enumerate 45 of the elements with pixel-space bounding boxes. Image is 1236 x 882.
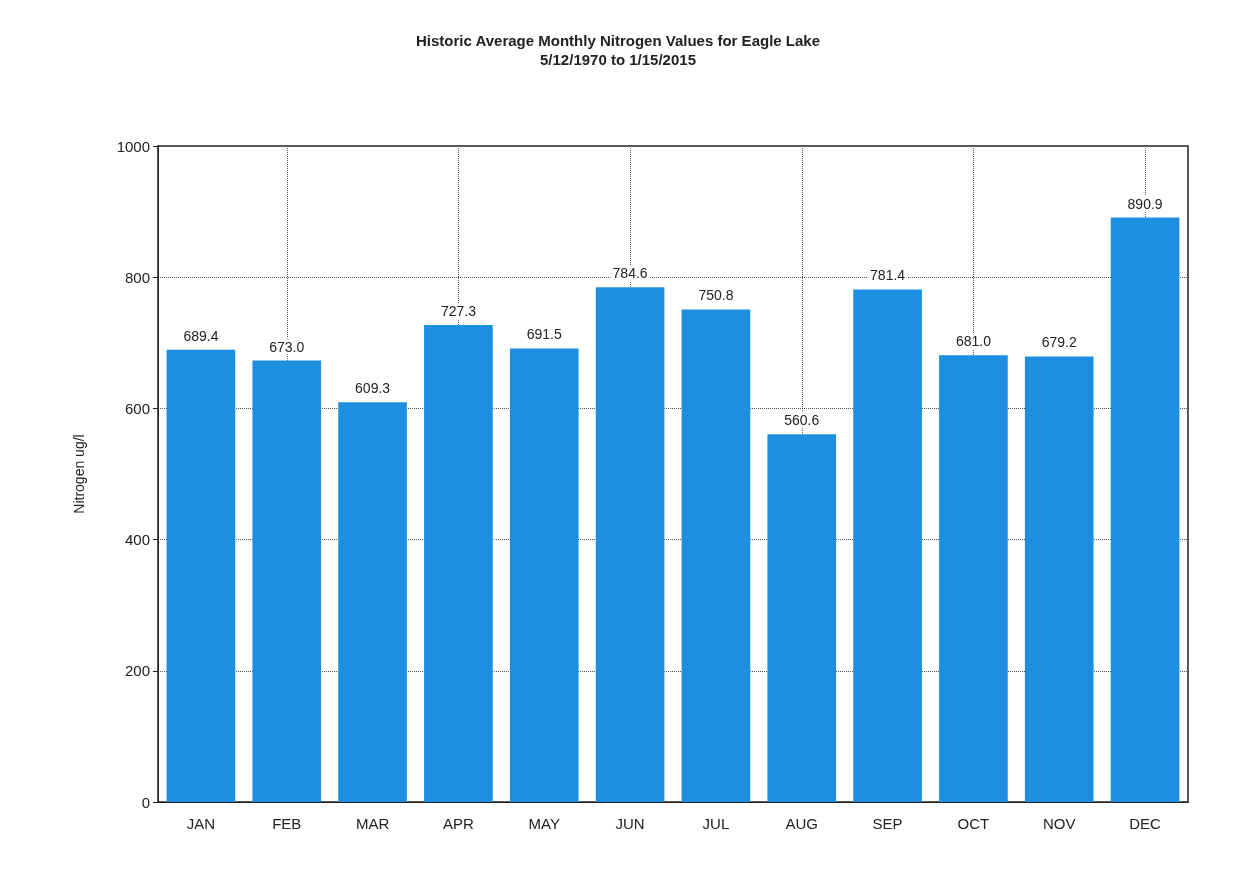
bar <box>595 287 665 802</box>
data-label: 689.4 <box>183 327 219 344</box>
y-tick-label: 200 <box>124 662 150 680</box>
y-axis-title: Nitrogen ug/l <box>71 434 87 514</box>
data-label: 890.9 <box>1127 195 1163 212</box>
x-tick-label: AUG <box>785 815 819 832</box>
chart-title: Historic Average Monthly Nitrogen Values for Eagle Lake <box>416 32 820 49</box>
data-label: 750.8 <box>698 287 734 304</box>
y-tick-label: 600 <box>124 399 150 417</box>
chart-subtitle: 5/12/1970 to 1/15/2015 <box>540 51 696 68</box>
y-tick-label: 800 <box>124 268 150 286</box>
data-label: 609.3 <box>355 380 391 397</box>
bar <box>1024 356 1094 802</box>
bar <box>767 434 837 802</box>
data-label: 560.6 <box>784 412 820 429</box>
x-tick-label: MAY <box>528 815 560 832</box>
bar <box>166 349 236 802</box>
x-tick-label: SEP <box>872 815 903 832</box>
y-tick-label: 0 <box>141 793 150 811</box>
bar <box>1110 217 1180 802</box>
y-tick-label: 400 <box>124 531 150 549</box>
x-tick-label: APR <box>442 815 474 832</box>
y-tick-label: 1000 <box>116 137 150 155</box>
bar <box>252 360 322 802</box>
x-tick-label: NOV <box>1042 815 1076 832</box>
x-tick-label: MAR <box>355 815 390 832</box>
data-label: 727.3 <box>440 302 477 319</box>
x-tick-label: DEC <box>1129 815 1162 832</box>
data-label: 691.5 <box>526 326 562 343</box>
x-tick-label: JUL <box>702 815 730 832</box>
data-label: 781.4 <box>870 267 906 284</box>
bar <box>424 324 493 802</box>
bar <box>853 289 922 802</box>
x-tick-label: JUN <box>615 815 645 832</box>
bar <box>939 355 1008 802</box>
bar <box>681 309 751 802</box>
data-label: 679.2 <box>1041 334 1077 351</box>
data-label: 784.6 <box>612 265 648 282</box>
x-tick-label: JAN <box>186 815 216 832</box>
data-label: 673.0 <box>269 338 305 355</box>
x-tick-label: OCT <box>957 815 990 832</box>
x-tick-label: FEB <box>272 815 302 832</box>
bar <box>338 402 407 802</box>
bar <box>509 348 579 802</box>
data-label: 681.0 <box>955 333 992 350</box>
